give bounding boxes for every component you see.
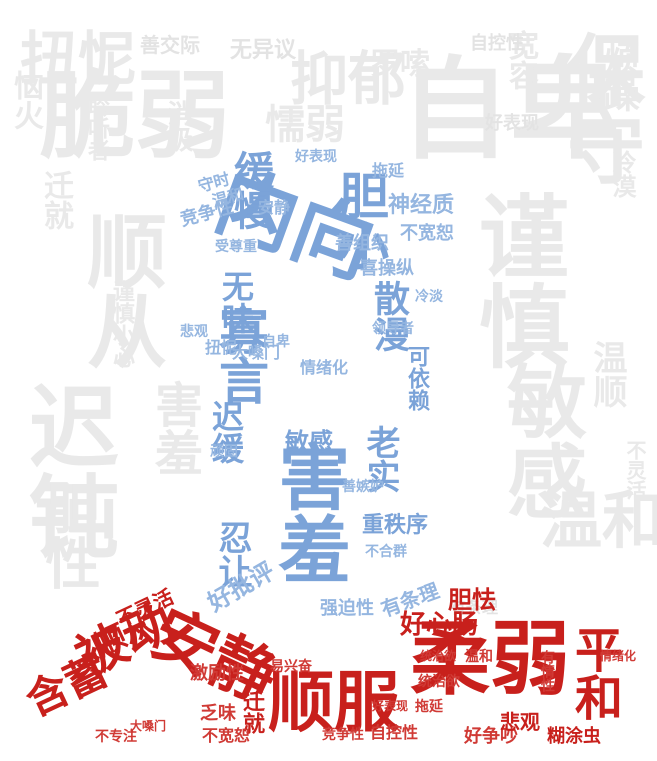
bg-word: 温和 bbox=[540, 484, 657, 557]
head-word: 不宽恕 bbox=[400, 223, 454, 244]
head-word: 寡言 bbox=[211, 305, 269, 405]
bg-word: 懦弱 bbox=[265, 102, 345, 148]
shoulder-word: 悲观 bbox=[500, 710, 540, 734]
shoulder-word: 竞争性 bbox=[322, 727, 364, 743]
shoulder-word: 乏味 bbox=[200, 703, 236, 724]
head-word: 不合群 bbox=[365, 544, 407, 560]
head-word: 喜操纵 bbox=[360, 258, 414, 279]
bg-word: 自控性 bbox=[470, 33, 524, 54]
head-word: 悲观 bbox=[180, 324, 208, 340]
head-word: 扭怩 bbox=[205, 338, 238, 357]
shoulder-word: 激励性 bbox=[190, 663, 244, 684]
bg-word: 有条理 bbox=[450, 598, 499, 617]
bg-word: 温顺 bbox=[587, 340, 627, 408]
bg-word: 顺从 bbox=[74, 210, 167, 370]
shoulder-word: 顺服 bbox=[268, 664, 400, 741]
bg-word: 宽容 bbox=[503, 30, 538, 90]
head-word: 胆小 bbox=[331, 170, 389, 270]
shoulder-word: 好争吵 bbox=[464, 726, 518, 747]
shoulder-word: 不宽恕 bbox=[202, 726, 251, 745]
head-word: 忍让 bbox=[212, 520, 252, 588]
shoulder-word: 不专注 bbox=[95, 729, 137, 745]
bg-word: 恼火 bbox=[8, 70, 43, 130]
shoulder-word: 统治欲 bbox=[418, 674, 460, 690]
head-word: 善组织 bbox=[335, 233, 389, 254]
bg-word: 扭怩 bbox=[20, 25, 137, 93]
head-word: 无味 bbox=[217, 270, 255, 334]
shoulder-word: 温和 bbox=[465, 649, 493, 665]
head-word: 自卑 bbox=[262, 334, 290, 350]
bg-word: 谨慎 bbox=[463, 190, 568, 370]
bg-word: 脆弱 bbox=[40, 62, 231, 172]
head-word: 神经质 bbox=[388, 193, 455, 218]
shoulder-word: 平和 bbox=[566, 625, 622, 721]
bg-word: 敏感 bbox=[494, 360, 587, 520]
bg-word: 烦躁 bbox=[598, 40, 639, 112]
bg-word: 罗嗦 bbox=[370, 47, 430, 82]
bg-word: 迟钝 bbox=[13, 380, 118, 560]
shoulder-word: 拖延 bbox=[415, 699, 443, 715]
bg-word: 自卑 bbox=[400, 46, 620, 174]
head-word: 害羞 bbox=[266, 440, 350, 584]
head-word: 安静 bbox=[258, 198, 291, 217]
shoulder-word: 糊涂虫 bbox=[547, 726, 601, 747]
bg-word: 迁就 bbox=[38, 170, 73, 230]
head-word: 缓慢 bbox=[227, 150, 273, 230]
head-word: 善嫉妒 bbox=[342, 479, 384, 495]
shoulder-word: 有情性 bbox=[539, 650, 555, 692]
bg-word: 不灵活 bbox=[623, 440, 647, 500]
shoulder-word: 柔弱 bbox=[410, 613, 570, 706]
head-word: 老实 bbox=[360, 425, 400, 493]
shoulder-word: 胆怯 bbox=[448, 586, 496, 614]
head-word: 敏感 bbox=[285, 428, 333, 456]
head-word: 冷淡 bbox=[415, 289, 443, 305]
head-word: 重秩序 bbox=[362, 513, 429, 538]
bg-word: 善交际 bbox=[140, 33, 200, 57]
head-word: 领导者 bbox=[372, 321, 414, 337]
head-word: 顽固 bbox=[210, 444, 238, 460]
head-word: 受尊重 bbox=[215, 239, 257, 255]
head-word: 情绪化 bbox=[300, 358, 349, 377]
head-word: 迟缓 bbox=[207, 400, 245, 464]
bg-word: 胆性 bbox=[36, 480, 100, 590]
shoulder-word: 好表现 bbox=[372, 699, 409, 713]
head-word: 强迫性 bbox=[320, 598, 374, 619]
bg-word: 抑郁 bbox=[290, 45, 407, 113]
bg-word: 冷漠 bbox=[608, 150, 636, 198]
bg-word: 聆听者 bbox=[84, 95, 109, 161]
head-word: 大嗓门 bbox=[232, 343, 281, 362]
shoulder-word: 迁就 bbox=[239, 690, 264, 734]
shoulder-word: 自控性 bbox=[370, 723, 419, 742]
shoulder-word: 大嗓门 bbox=[130, 719, 167, 733]
head-word: 可依赖 bbox=[404, 345, 429, 411]
bg-word: 害羞 bbox=[146, 380, 202, 476]
bg-word: 谨慎小心 bbox=[109, 280, 134, 368]
head-word: 拖延 bbox=[372, 161, 405, 180]
shoulder-word: 情绪化 bbox=[600, 649, 637, 663]
shoulder-word: 好心肠 bbox=[400, 610, 479, 640]
bg-word: 保守 bbox=[554, 30, 644, 186]
head-word: 散漫 bbox=[368, 280, 409, 352]
bg-word: 消极 bbox=[163, 100, 193, 152]
bg-word: 好表现 bbox=[485, 113, 539, 134]
head-word: 好表现 bbox=[295, 149, 337, 165]
bg-word: 无异议 bbox=[230, 38, 297, 63]
shoulder-word: 易兴奋 bbox=[270, 659, 312, 675]
shoulder-word: 含蓄 bbox=[18, 645, 116, 726]
shoulder-word: 统治欲 bbox=[420, 649, 457, 663]
